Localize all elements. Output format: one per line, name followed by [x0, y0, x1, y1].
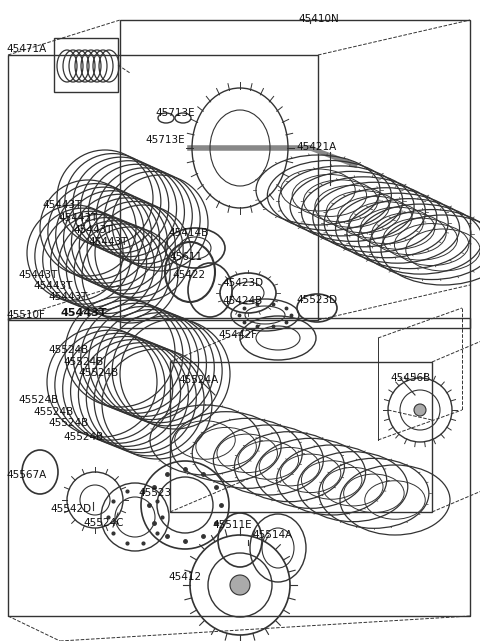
Text: 45524B: 45524B: [18, 395, 58, 405]
Bar: [8, 55, 318, 320]
Bar: [120, 20, 470, 328]
Text: 45524B: 45524B: [48, 418, 88, 428]
Text: 45524B: 45524B: [33, 407, 73, 417]
Text: 45524B: 45524B: [63, 432, 103, 442]
Text: 45443T: 45443T: [48, 292, 87, 302]
Text: 45443T: 45443T: [33, 281, 72, 291]
Text: 45423D: 45423D: [222, 278, 263, 288]
Text: 45443T: 45443T: [58, 213, 97, 223]
Ellipse shape: [230, 575, 250, 595]
Bar: [54, 38, 118, 92]
Text: 45442F: 45442F: [218, 330, 257, 340]
Text: 45524A: 45524A: [178, 375, 218, 385]
Text: 45443T: 45443T: [18, 270, 58, 280]
Text: 45713E: 45713E: [155, 108, 194, 118]
Text: 45424B: 45424B: [222, 296, 262, 306]
Text: 45542D: 45542D: [50, 504, 91, 514]
Text: 45524B: 45524B: [48, 345, 88, 355]
Text: 45410N: 45410N: [298, 14, 339, 24]
Text: 45523: 45523: [138, 488, 171, 498]
Bar: [8, 318, 470, 616]
Text: 45471A: 45471A: [6, 44, 46, 54]
Text: 45524B: 45524B: [63, 357, 103, 367]
Bar: [170, 362, 432, 512]
Text: 45510F: 45510F: [6, 310, 45, 320]
Text: 45422: 45422: [172, 270, 205, 280]
Text: 45524C: 45524C: [83, 518, 123, 528]
Text: 45443T: 45443T: [60, 308, 107, 318]
Text: 45421A: 45421A: [296, 142, 336, 152]
Text: 45456B: 45456B: [390, 373, 430, 383]
Text: 45412: 45412: [168, 572, 201, 582]
Text: 45567A: 45567A: [6, 470, 46, 480]
Text: 45611: 45611: [169, 252, 202, 262]
Ellipse shape: [414, 404, 426, 416]
Text: 45514A: 45514A: [252, 530, 292, 540]
Text: 45443T: 45443T: [88, 237, 127, 247]
Text: 45414B: 45414B: [168, 228, 208, 238]
Text: 45523D: 45523D: [296, 295, 337, 305]
Text: 45524B: 45524B: [78, 368, 118, 378]
Text: 45713E: 45713E: [145, 135, 185, 145]
Text: 45443T: 45443T: [42, 200, 82, 210]
Text: 45511E: 45511E: [212, 520, 252, 530]
Text: 45443T: 45443T: [73, 225, 112, 235]
